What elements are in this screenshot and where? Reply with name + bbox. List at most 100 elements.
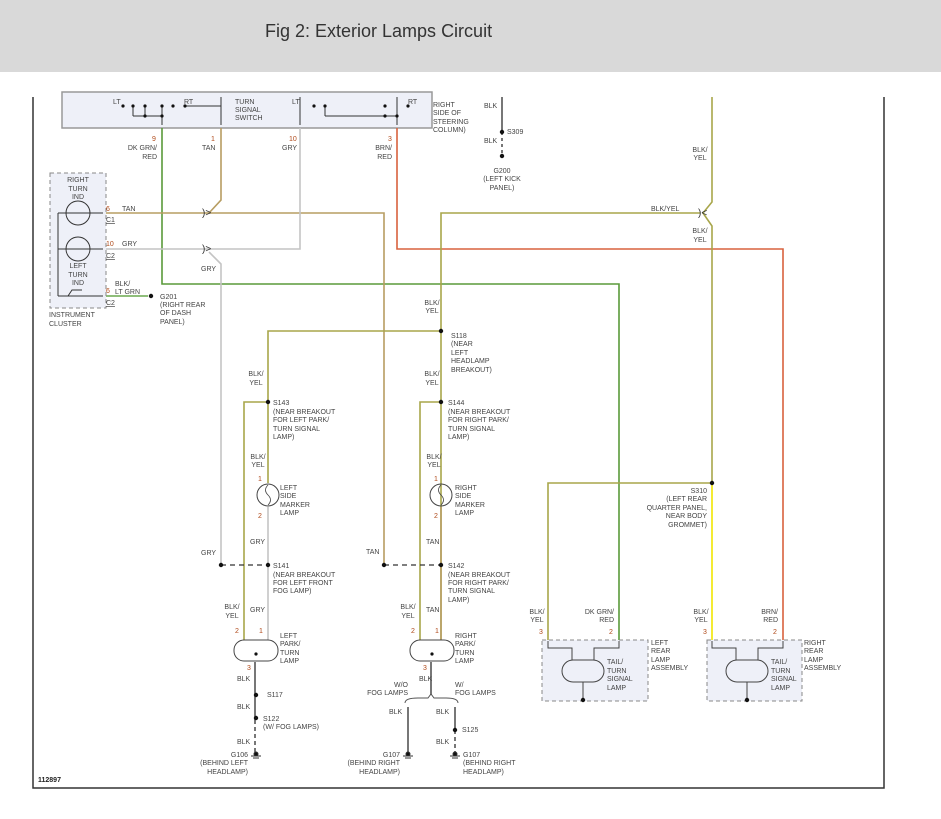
wire-label-blk-yel-top: BLK/YEL [692, 147, 707, 162]
cluster-pin-6: 6 [106, 206, 110, 213]
wire-label-blk-s122: BLK [237, 739, 251, 746]
switch-name: TURN SIGNAL SWITCH [235, 99, 263, 122]
wire-label-tan-marker: TAN [426, 539, 439, 546]
wire-label-blk-yel-left-park: BLK/YEL [224, 604, 239, 620]
right-park-node [430, 652, 434, 656]
wire-label-blk-s309-top: BLK [484, 103, 498, 110]
switch-rt-label: RT [184, 99, 194, 106]
wire-label-brnred: BRN/RED [375, 145, 392, 161]
wire-blk-yel-s118 [267, 330, 441, 483]
pin-1: 1 [211, 136, 215, 143]
right-rear-lamp-assembly-box [706, 639, 803, 702]
s142-label: S142 (NEAR BREAKOUT FOR RIGHT PARK/TURN SI… [448, 563, 511, 604]
wire-dk-grn-red [161, 128, 620, 640]
right-tail-lamp-icon [711, 641, 784, 700]
left-rear-pin-3: 3 [539, 629, 543, 636]
wire-tan-switch [208, 128, 222, 214]
wire-blk-yel-s310 [547, 482, 712, 640]
wire-blk-yel-s143 [243, 401, 268, 640]
wire-label-blk-left-park: BLK [237, 676, 251, 683]
g107-left-ground-icon [403, 751, 413, 759]
g200-label: G200 (LEFT KICK PANEL) [483, 168, 521, 192]
wire-label-dkgrnred-left-rear: DK GRN/RED [585, 609, 614, 624]
cluster-pin-10: 10 [106, 241, 114, 248]
fog-brace [404, 693, 459, 704]
left-park-pin-1: 1 [259, 628, 263, 635]
right-park-lamp-icon [409, 639, 455, 662]
left-side-marker-lamp-icon [256, 483, 280, 507]
page-title: Fig 2: Exterior Lamps Circuit [265, 21, 493, 41]
cluster-c2b: C2 [106, 300, 115, 307]
wire-label-tan-c1: TAN [122, 206, 135, 213]
right-park-label: RIGHT PARK/TURN LAMP [455, 633, 478, 665]
wire-label-gry-marker: GRY [250, 539, 265, 546]
right-turn-ind-label: RIGHT TURN IND [67, 177, 90, 201]
wire-label-blk-yel-right-marker: BLK/YEL [426, 454, 441, 469]
wire-gry-down [208, 251, 222, 565]
left-side-marker-label: LEFT SIDE MARKER LAMP [280, 485, 310, 517]
cluster-c2: C2 [106, 253, 115, 260]
pin-9: 9 [152, 136, 156, 143]
turn-signal-switch-box [61, 91, 433, 129]
wire-label-blk-yel-s118-above: BLK/YEL [424, 300, 439, 315]
switch-lt-label: LT [113, 99, 121, 106]
left-tail-lamp-label: TAIL/TURN SIGNAL LAMP [607, 659, 633, 692]
wire-label-blk-wo-fog: BLK [389, 709, 403, 716]
right-tail-lamp-label: TAIL/TURN SIGNAL LAMP [771, 659, 797, 692]
right-side-marker-lamp-icon [429, 483, 453, 507]
wire-label-tan: TAN [202, 145, 215, 152]
left-rear-assembly-label: LEFT REAR LAMP ASSEMBLY [651, 640, 689, 672]
left-rear-lamp-assembly-box [541, 639, 649, 702]
figure-id: 112897 [38, 777, 61, 784]
s117-label: S117 [267, 692, 283, 699]
s142-splice [438, 562, 444, 568]
wire-label-blk-yel-left-rear: BLK/YEL [529, 609, 544, 624]
cluster-c1: C1 [106, 217, 115, 224]
wire-label-blk-s309-bottom: BLK [484, 138, 498, 145]
w-fog-label: W/FOG LAMPS [455, 682, 496, 697]
s141-left-node [218, 562, 224, 568]
left-marker-pin-1: 1 [258, 476, 262, 483]
s309-label: S309 [507, 129, 523, 136]
s118-splice [438, 328, 444, 334]
g201-ground-icon [148, 293, 154, 299]
left-tail-lamp-icon [547, 641, 620, 700]
left-marker-pin-2: 2 [258, 513, 262, 520]
wire-label-blk-w-fog: BLK [436, 709, 450, 716]
right-marker-pin-1: 1 [434, 476, 438, 483]
left-rear-ground-node [580, 697, 586, 703]
wire-label-gry-s141: GRY [201, 550, 216, 557]
right-park-pin-1: 1 [435, 628, 439, 635]
switch-rt2-label: RT [408, 99, 418, 106]
left-marker-filament-icon [265, 484, 271, 506]
pin-3: 3 [388, 136, 392, 143]
cluster-internal-wiring [57, 212, 103, 297]
s310-splice [709, 480, 715, 486]
left-park-pin-2: 2 [235, 628, 239, 635]
wire-label-blk-yel-horizontal: BLK/YEL [651, 206, 680, 213]
wire-label-blk-yel-s143-above: BLK/YEL [248, 371, 263, 387]
connector-c2-inline: )> [202, 244, 211, 255]
wire-label-blk-yel-left-marker: BLK/YEL [250, 454, 265, 469]
wire-gry-switch [105, 128, 301, 250]
header: Fig 2: Exterior Lamps Circuit [0, 0, 941, 72]
s125-splice [452, 727, 458, 733]
cluster-pin-6b: 6 [106, 288, 110, 295]
switch-lt2-label: LT [292, 99, 300, 106]
wire-label-blk-yel-right: BLK/YEL [692, 228, 707, 244]
s142-left-node [381, 562, 387, 568]
right-rear-ground-node [744, 697, 750, 703]
wo-fog-label: W/O FOG LAMPS [367, 682, 408, 697]
g106-label: G106 (BEHIND LEFT HEADLAMP) [200, 752, 249, 776]
wire-label-tan-right-park: TAN [426, 607, 439, 614]
instrument-cluster-box [49, 172, 107, 309]
g107-left-label: G107 (BEHIND RIGHT HEADLAMP) [348, 752, 401, 776]
right-rear-assembly-label: RIGHT REAR LAMP ASSEMBLY [804, 640, 842, 672]
switch-location: RIGHT SIDE OF STEERING COLUMN) [433, 102, 469, 134]
left-turn-ind-label: LEFT TURN IND [68, 263, 87, 287]
instrument-cluster-label: INSTRUMENT CLUSTER [49, 312, 96, 328]
s122-splice [253, 715, 259, 721]
wire-blk-yel-s144 [419, 401, 441, 640]
g106-ground-icon [251, 751, 261, 759]
